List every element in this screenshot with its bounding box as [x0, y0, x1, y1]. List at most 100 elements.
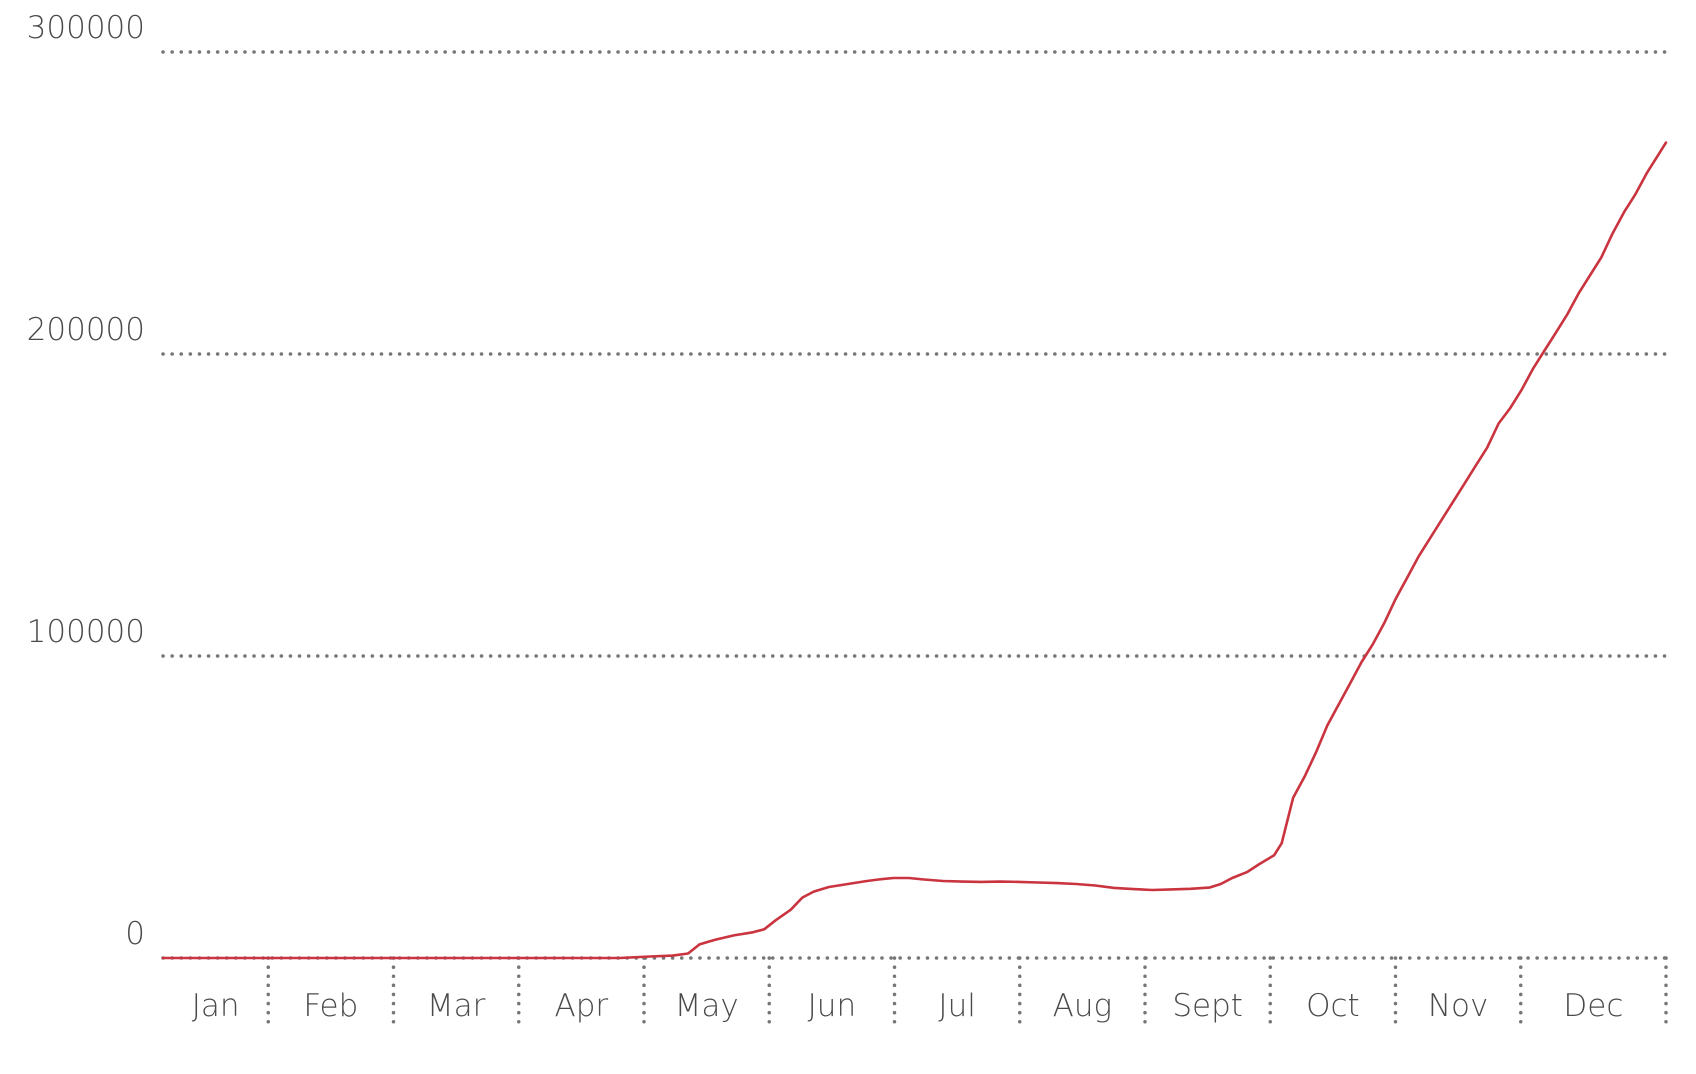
data-point	[1189, 888, 1192, 890]
data-point	[687, 952, 689, 955]
data-point	[580, 957, 583, 959]
x-tick-label-dec: Dec	[1563, 988, 1623, 1024]
data-point	[774, 919, 777, 922]
data-point	[1520, 389, 1523, 392]
data-point	[698, 943, 701, 946]
data-point	[1646, 172, 1648, 174]
data-point	[1440, 519, 1443, 521]
x-tick-label-nov: Nov	[1428, 988, 1489, 1024]
data-point	[732, 934, 735, 937]
data-point	[1452, 501, 1454, 503]
x-tick-label-jul: Jul	[938, 988, 975, 1024]
x-tick-label-aug: Aug	[1053, 988, 1112, 1024]
data-point	[1231, 877, 1234, 879]
data-point	[504, 957, 507, 959]
data-point	[1554, 332, 1557, 334]
x-tick-label-jun: Jun	[808, 988, 856, 1024]
data-point	[280, 957, 282, 959]
data-point	[1056, 882, 1058, 884]
x-tick-label-feb: Feb	[303, 988, 358, 1024]
series-line-0	[161, 141, 1668, 960]
data-point	[672, 954, 674, 957]
data-point	[942, 880, 944, 882]
data-point	[1566, 313, 1568, 316]
data-point	[1220, 883, 1222, 885]
data-point	[980, 881, 982, 883]
data-point	[1337, 703, 1340, 706]
x-axis-labels: Jan Feb Mar Apr May Jun Jul Aug Sept Oct Nov Dec	[192, 988, 1624, 1024]
data-point	[866, 880, 868, 882]
data-point	[1273, 854, 1275, 857]
data-point	[386, 957, 389, 959]
data-point	[1315, 751, 1317, 754]
data-point	[847, 883, 849, 885]
x-tick-label-oct: Oct	[1306, 988, 1360, 1024]
data-point	[812, 890, 815, 893]
x-tick-label-sept: Sept	[1172, 988, 1243, 1024]
y-axis-labels: 0 100000 200000 300000	[27, 10, 145, 952]
data-point	[923, 878, 925, 881]
data-point	[1360, 661, 1363, 663]
data-point	[618, 957, 621, 959]
data-point	[801, 896, 804, 899]
data-point	[1246, 871, 1249, 873]
data-point	[1349, 682, 1351, 684]
data-point	[200, 957, 202, 959]
data-point	[1303, 776, 1306, 778]
data-point	[790, 908, 792, 911]
month-separators	[266, 956, 1668, 1030]
y-tick-label: 200000	[27, 312, 145, 348]
data-point	[877, 878, 880, 881]
data-point	[1113, 887, 1116, 889]
data-point	[1406, 576, 1409, 579]
data-point	[892, 877, 895, 879]
data-point	[1395, 597, 1397, 600]
data-point	[1258, 863, 1260, 866]
data-point	[1543, 350, 1546, 352]
data-point	[1657, 153, 1660, 156]
x-tick-label-jan: Jan	[192, 988, 240, 1024]
data-point	[1665, 141, 1667, 144]
data-point	[1634, 193, 1637, 195]
data-point	[542, 957, 545, 959]
y-tick-label: 100000	[27, 614, 145, 650]
data-point	[713, 939, 716, 941]
data-point	[1151, 889, 1154, 891]
data-point	[1497, 422, 1500, 425]
data-point	[1611, 232, 1614, 234]
data-point	[763, 928, 765, 931]
data-point	[1372, 643, 1374, 645]
data-point	[1623, 211, 1625, 213]
data-point	[1486, 446, 1488, 449]
data-point	[1037, 881, 1039, 884]
data-point	[1132, 888, 1135, 890]
data-point	[1589, 274, 1591, 277]
data-point	[1280, 842, 1283, 845]
data-point	[1094, 884, 1097, 887]
data-point	[162, 957, 164, 959]
series	[161, 141, 1668, 960]
data-point	[1474, 464, 1477, 467]
data-point	[907, 877, 910, 879]
x-tick-label-apr: Apr	[555, 988, 609, 1024]
data-point	[1429, 537, 1431, 540]
y-tick-label: 300000	[27, 10, 145, 46]
data-point	[352, 957, 355, 959]
data-point	[961, 880, 963, 883]
data-point	[428, 957, 431, 959]
data-point	[999, 880, 1001, 883]
data-point	[1018, 881, 1020, 883]
x-tick-label-may: May	[675, 988, 739, 1024]
y-tick-label: 0	[125, 916, 145, 952]
data-point	[751, 931, 754, 934]
data-point	[828, 886, 830, 888]
data-point	[1292, 797, 1294, 799]
data-point	[1532, 368, 1534, 370]
data-point	[1509, 407, 1511, 410]
data-point	[238, 957, 240, 959]
data-point	[1600, 256, 1603, 259]
data-point	[1075, 883, 1078, 885]
gridlines	[161, 50, 1668, 960]
data-point	[649, 955, 651, 958]
data-point	[1383, 621, 1386, 624]
